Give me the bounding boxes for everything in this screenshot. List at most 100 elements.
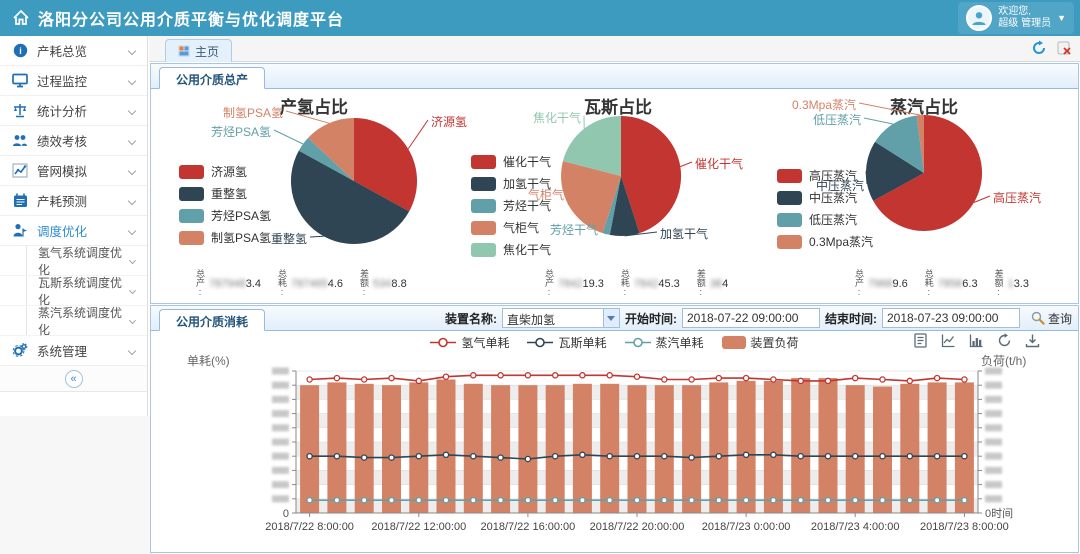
stat-item: 差额: 5348.8 [359,269,407,299]
user-menu[interactable]: 欢迎您, 超级 管理员 ▼ [958,2,1074,34]
sidebar-subitem-6-0[interactable]: 氢气系统调度优化 [0,246,147,277]
legend-label: 济源氢 [211,165,248,179]
save-image-icon[interactable] [1025,333,1040,348]
legend-item[interactable]: 焦化干气 [471,241,551,258]
stat-label: 总产: [854,269,864,297]
legend-item-装置负荷[interactable]: 装置负荷 [721,334,799,351]
home-icon[interactable] [12,9,30,27]
tab-home[interactable]: 主页 [165,39,233,62]
legend-label: 加氢干气 [503,177,552,191]
app-title: 洛阳分公司公用介质平衡与优化调度平台 [38,12,345,29]
sidebar-item-5[interactable]: 产耗预测 [0,186,147,216]
sidebar-item-3[interactable]: 绩效考核 [0,126,147,156]
sidebar-subitem-6-2[interactable]: 蒸汽系统调度优化 [0,305,147,337]
pie-slice-label: 高压蒸汽 [993,191,1042,205]
pie-slice-label: 低压蒸汽 [812,113,861,127]
stat-label: 总产: [195,269,205,297]
collapse-sidebar-button[interactable]: « [64,369,83,388]
line-legend-marker [624,337,651,348]
sidebar-subitem-label: 蒸汽系统调度优化 [38,305,123,337]
pie-slice-label: 芳烃PSA氢 [210,125,271,139]
svg-text:2018/7/22 16:00:00: 2018/7/22 16:00:00 [480,521,575,533]
legend-item[interactable]: 高压蒸汽 [777,167,873,184]
pie-slice-label: 济源氢 [431,115,468,129]
legend-label: 蒸汽单耗 [655,336,704,350]
gear-icon [12,343,28,359]
stat-value: 78586.3 [937,278,978,290]
sidebar-subitem-6-1[interactable]: 瓦斯系统调度优化 [0,276,147,307]
totals-row: 总产: 7879483.4 总耗: 7874654.6 差额: 5348.8 总产: 7842… [151,265,1078,303]
svg-text:0: 0 [283,508,289,520]
legend-label: 催化干气 [503,155,552,169]
legend-item[interactable]: 催化干气 [471,153,551,170]
pie-chart[interactable] [463,89,773,265]
legend-item[interactable]: 气柜气 [471,219,551,236]
legend-item[interactable]: 中压蒸汽 [777,189,873,206]
totals-group-0: 总产: 7879483.4 总耗: 7874654.6 差额: 5348.8 [195,269,407,299]
legend-item[interactable]: 制氢PSA氢 [179,229,271,246]
consumption-panel-tab[interactable]: 公用介质消耗 [159,309,266,331]
legend-item[interactable]: 低压蒸汽 [777,211,873,228]
pie-legend: 催化干气加氢干气芳烃干气气柜气焦化干气 [471,153,551,263]
legend-item-瓦斯单耗[interactable]: 瓦斯单耗 [527,334,607,351]
legend-item[interactable]: 0.3Mpa蒸汽 [777,233,873,250]
production-panel-header: 公用介质总产 [151,64,1078,89]
line-legend-marker [527,337,554,348]
stat-item: 总耗: 784245.3 [620,269,680,299]
stat-label: 总耗: [277,269,288,297]
search-button[interactable]: 查询 [1031,310,1072,327]
device-select[interactable]: 直柴加氢 [501,308,620,328]
chart-toolbar [913,333,1040,348]
legend-item[interactable]: 济源氢 [179,163,271,180]
legend-item-蒸汽单耗[interactable]: 蒸汽单耗 [624,334,704,351]
sidebar-item-7[interactable]: 系统管理 [0,336,147,366]
legend-label: 芳烃PSA氢 [211,209,272,223]
chevron-down-icon [127,136,137,145]
sidebar-item-label: 绩效考核 [37,135,88,149]
pie-chart[interactable] [769,89,1079,265]
bar-chart-icon[interactable] [969,333,984,348]
simulate-icon [12,163,28,179]
end-time-input[interactable] [881,308,1020,328]
stat-label: 差额: [695,269,706,297]
sidebar-item-1[interactable]: 过程监控 [0,66,147,96]
legend-label: 焦化干气 [503,243,552,257]
pie-slice-label: 芳烃干气 [549,223,598,237]
start-time-input[interactable] [681,308,820,328]
legend-label: 氢气单耗 [461,336,510,350]
pie-slice-label: 制氢PSA氢 [222,106,283,120]
legend-item[interactable]: 芳烃干气 [471,197,551,214]
sidebar-item-2[interactable]: 统计分析 [0,96,147,126]
stat-item: 差额: 384 [696,269,728,299]
combo-arrow-icon[interactable] [602,309,619,327]
refresh-tabs-icon[interactable] [1031,40,1047,61]
stat-value: 384 [709,278,729,290]
totals-group-2: 总产: 79689.6 总耗: 78586.3 差额: 13.3 [854,269,1029,299]
pie-slice-label: 气柜气 [527,188,564,202]
legend-item-氢气单耗[interactable]: 氢气单耗 [430,334,509,351]
sidebar-item-label: 过程监控 [37,75,88,89]
svg-text:2018/7/22 8:00:00: 2018/7/22 8:00:00 [265,521,354,533]
pie-legend: 高压蒸汽中压蒸汽低压蒸汽 0.3Mpa蒸汽 [777,167,873,255]
start-time-label: 开始时间: [624,311,677,326]
sidebar-item-6[interactable]: 调度优化 [0,216,147,246]
restore-icon[interactable] [997,333,1012,348]
legend-item[interactable]: 加氢干气 [471,175,551,192]
line-chart-icon[interactable] [941,333,956,348]
legend-label: 重整氢 [211,187,248,201]
sidebar-item-4[interactable]: 管网模拟 [0,156,147,186]
legend-label: 气柜气 [503,221,540,235]
stat-value: 7879483.4 [209,278,262,290]
legend-item[interactable]: 重整氢 [179,185,271,202]
chevron-down-icon [127,106,137,115]
pie-chart[interactable] [159,89,469,265]
legend-swatch [471,176,496,191]
data-view-icon[interactable] [913,333,928,348]
sidebar-item-0[interactable]: i 产耗总览 [0,36,147,66]
close-tab-icon[interactable] [1057,41,1072,61]
pie-legend: 济源氢重整氢芳烃PSA氢制氢PSA氢 [179,163,271,251]
chevron-down-icon [127,46,137,55]
production-panel-tab[interactable]: 公用介质总产 [159,67,266,89]
legend-item[interactable]: 芳烃PSA氢 [179,207,271,224]
pie-slice-label: 0.3Mpa蒸汽 [791,98,856,112]
